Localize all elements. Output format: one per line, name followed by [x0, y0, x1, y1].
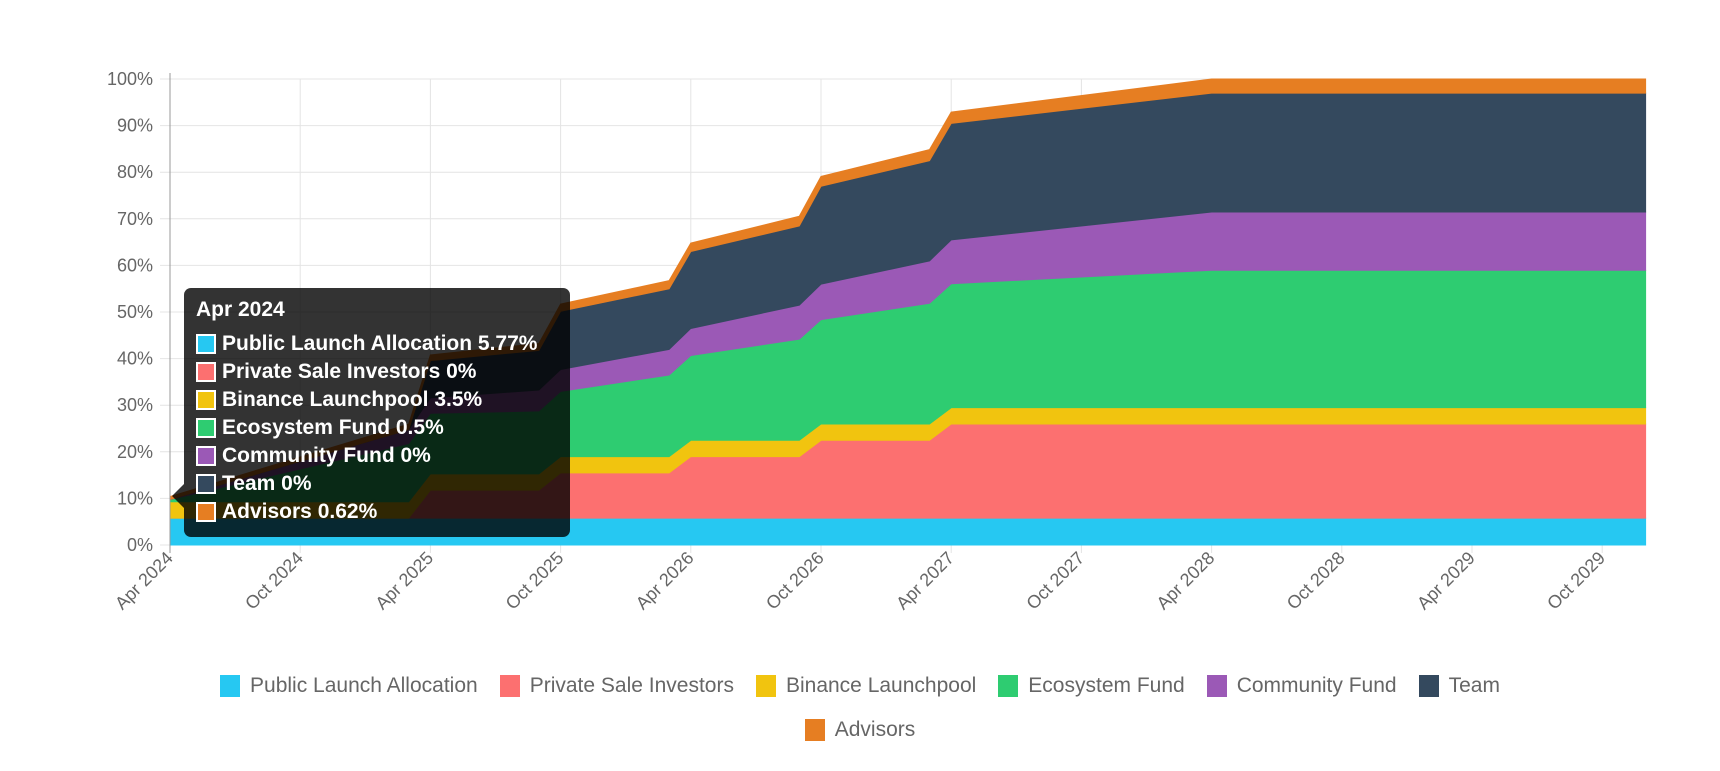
- tooltip-title: Apr 2024: [196, 298, 285, 321]
- legend-label: Binance Launchpool: [785, 674, 977, 697]
- y-tick-label: 30%: [117, 395, 153, 415]
- y-tick-label: 100%: [107, 69, 153, 89]
- tooltip-label: Public Launch Allocation 5.77%: [222, 332, 538, 355]
- x-tick-label: Apr 2024: [111, 548, 177, 614]
- x-tick-label: Apr 2027: [892, 548, 958, 614]
- tooltip-swatch: [196, 334, 216, 354]
- tooltip-swatch: [196, 474, 216, 494]
- legend-item-ecosystem-fund[interactable]: Ecosystem Fund: [998, 674, 1185, 698]
- x-tick-label: Apr 2026: [632, 548, 698, 614]
- tooltip-row: Public Launch Allocation 5.77%: [196, 330, 558, 358]
- y-tick-label: 20%: [117, 442, 153, 462]
- tooltip-row: Advisors 0.62%: [196, 498, 558, 526]
- tooltip-row: Ecosystem Fund 0.5%: [196, 414, 558, 442]
- tooltip-swatch: [196, 502, 216, 522]
- legend-swatch: [755, 675, 776, 697]
- x-tick-label: Apr 2028: [1153, 548, 1219, 614]
- x-tick-label: Oct 2026: [762, 548, 828, 614]
- tooltip-label: Binance Launchpool 3.5%: [222, 388, 483, 411]
- tooltip-label: Private Sale Investors 0%: [222, 360, 477, 383]
- legend-swatch: [1206, 675, 1227, 697]
- x-tick-label: Apr 2025: [371, 548, 437, 614]
- legend-item-team[interactable]: Team: [1418, 674, 1500, 698]
- legend-label: Public Launch Allocation: [250, 674, 478, 697]
- legend-label: Ecosystem Fund: [1028, 674, 1185, 697]
- x-tick-label: Oct 2028: [1283, 548, 1349, 614]
- tooltip-row: Binance Launchpool 3.5%: [196, 386, 558, 414]
- tooltip-row: Community Fund 0%: [196, 442, 558, 470]
- y-tick-label: 90%: [117, 116, 153, 136]
- tooltip-swatch: [196, 390, 216, 410]
- tooltip-label: Team 0%: [222, 472, 312, 495]
- x-tick-label: Oct 2024: [241, 548, 307, 614]
- legend-swatch: [499, 675, 520, 697]
- legend-item-private-sale-investors[interactable]: Private Sale Investors: [499, 674, 734, 698]
- legend-swatch: [998, 675, 1019, 697]
- legend-item-public-launch-allocation[interactable]: Public Launch Allocation: [220, 674, 478, 698]
- tooltip-label: Ecosystem Fund 0.5%: [222, 416, 444, 439]
- legend-swatch: [804, 719, 825, 741]
- legend-row-2: Advisors: [0, 718, 1720, 742]
- legend-swatch: [1418, 675, 1439, 697]
- y-tick-label: 40%: [117, 349, 153, 369]
- legend-item-binance-launchpool[interactable]: Binance Launchpool: [755, 674, 977, 698]
- x-tick-label: Apr 2029: [1413, 548, 1479, 614]
- tooltip-label: Advisors 0.62%: [222, 500, 378, 523]
- legend-label: Team: [1448, 674, 1500, 697]
- legend-item-advisors[interactable]: Advisors: [804, 718, 916, 742]
- y-tick-label: 0%: [127, 535, 153, 555]
- legend-swatch: [220, 675, 241, 697]
- y-tick-label: 50%: [117, 302, 153, 322]
- legend-label: Private Sale Investors: [529, 674, 734, 697]
- tooltip-swatch: [196, 446, 216, 466]
- legend-label: Advisors: [834, 718, 916, 741]
- tooltip-row: Team 0%: [196, 470, 558, 498]
- tooltip: Apr 2024 Public Launch Allocation 5.77% P…: [172, 288, 570, 537]
- y-tick-label: 80%: [117, 162, 153, 182]
- y-tick-label: 60%: [117, 255, 153, 275]
- tooltip-row: Private Sale Investors 0%: [196, 358, 558, 386]
- x-tick-label: Oct 2027: [1022, 548, 1088, 614]
- x-tick-label: Oct 2025: [502, 548, 568, 614]
- y-tick-label: 10%: [117, 488, 153, 508]
- x-tick-label: Oct 2029: [1543, 548, 1609, 614]
- legend: Public Launch Allocation Private Sale Inv…: [0, 674, 1720, 698]
- y-tick-label: 70%: [117, 209, 153, 229]
- legend-label: Community Fund: [1236, 674, 1397, 697]
- tooltip-swatch: [196, 418, 216, 438]
- tooltip-swatch: [196, 362, 216, 382]
- tooltip-rows: Public Launch Allocation 5.77% Private Sa…: [196, 330, 558, 526]
- tooltip-label: Community Fund 0%: [222, 444, 431, 467]
- legend-item-community-fund[interactable]: Community Fund: [1206, 674, 1397, 698]
